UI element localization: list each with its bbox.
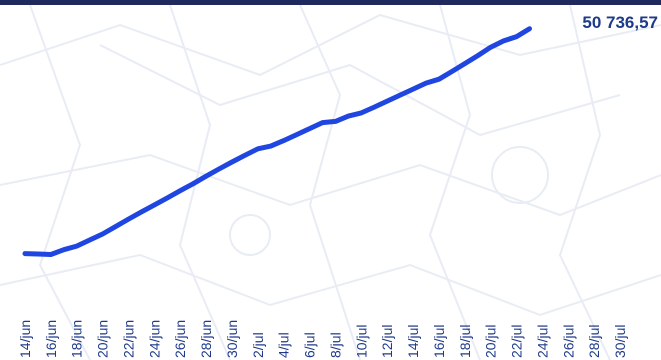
x-tick-label: 26/jul	[560, 325, 576, 358]
x-tick-label: 16/jun	[43, 320, 59, 358]
x-tick-label: 14/jul	[405, 325, 421, 358]
x-tick-label: 4/jul	[276, 332, 292, 358]
x-tick-label: 28/jul	[586, 325, 602, 358]
x-tick-label: 20/jun	[95, 320, 111, 358]
x-tick-label: 22/jun	[121, 320, 137, 358]
x-tick-label: 30/jun	[224, 320, 240, 358]
x-tick-label: 14/jun	[17, 320, 33, 358]
x-tick-label: 6/jul	[302, 332, 318, 358]
x-tick-label: 16/jul	[431, 325, 447, 358]
x-tick-label: 26/jun	[172, 320, 188, 358]
x-tick-label: 18/jul	[457, 325, 473, 358]
x-tick-label: 28/jun	[198, 320, 214, 358]
x-tick-label: 22/jul	[509, 325, 525, 358]
x-tick-label: 30/jul	[612, 325, 628, 358]
x-tick-label: 18/jun	[69, 320, 85, 358]
series-line	[25, 29, 530, 255]
x-tick-label: 24/jun	[146, 320, 162, 358]
x-tick-label: 12/jul	[379, 325, 395, 358]
x-tick-label: 10/jul	[353, 325, 369, 358]
x-axis-ticks: 14/jun 16/jun 18/jun 20/jun 22/jun 24/jun 26/j…	[17, 320, 628, 358]
last-value-label: 50 736,57	[582, 13, 658, 32]
x-tick-label: 8/jul	[328, 332, 344, 358]
x-tick-label: 24/jul	[534, 325, 550, 358]
x-tick-label: 2/jul	[250, 332, 266, 358]
x-tick-label: 20/jul	[483, 325, 499, 358]
